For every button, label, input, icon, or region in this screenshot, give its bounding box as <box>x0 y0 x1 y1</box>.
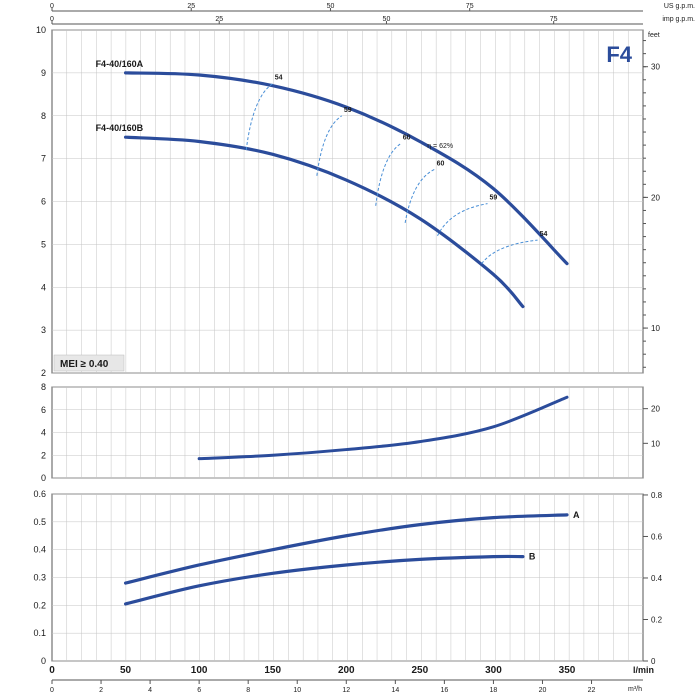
series-label-B: F4-40/160B <box>96 123 144 133</box>
power-hp-tick-label: 0.2 <box>651 615 663 624</box>
head-curve-A <box>123 71 569 266</box>
npsh-y-tick-label: 2 <box>41 450 46 460</box>
head-y-tick-label: 9 <box>41 68 46 78</box>
power-hp-tick-label: 0.6 <box>651 532 663 541</box>
power-hp-tick-label: 0.4 <box>651 574 663 583</box>
x-tick-label-m3h: 2 <box>99 687 103 694</box>
us-gpm-label: US g.p.m. <box>664 3 695 10</box>
x-tick-label-lmin: 350 <box>559 665 576 676</box>
power-y-tick-label: 0.3 <box>33 573 46 583</box>
x-tick-label-m3h: 0 <box>50 687 54 694</box>
imp-gpm-tick-label: 25 <box>215 16 223 23</box>
head-y-tick-label: 7 <box>41 154 46 164</box>
imp-gpm-tick-label: 75 <box>550 16 558 23</box>
head-y-tick-label: 6 <box>41 197 46 207</box>
power-y-tick-label: 0.6 <box>33 489 46 499</box>
efficiency-line <box>404 168 435 224</box>
us-gpm-tick-label: 50 <box>327 3 335 10</box>
power-label-B: B <box>529 552 536 562</box>
npsh-feet-tick-label: 10 <box>651 439 660 448</box>
npsh-y-tick-label: 6 <box>41 405 46 415</box>
imp-gpm-label: imp g.p.m. <box>662 16 695 23</box>
x-tick-label-m3h: 16 <box>440 687 448 694</box>
efficiency-label: 54 <box>540 231 548 238</box>
head-y-tick-label: 4 <box>41 282 46 292</box>
eta-label: η = 62% <box>427 143 453 150</box>
x-label-lmin: l/min <box>633 665 654 675</box>
feet-tick-label: 30 <box>651 63 660 72</box>
head-curve-B <box>123 135 525 309</box>
x-tick-label-lmin: 200 <box>338 665 355 676</box>
x-tick-label-lmin: 300 <box>485 665 502 676</box>
power-y-tick-label: 0.2 <box>33 600 46 610</box>
feet-unit-label: feet <box>648 32 660 39</box>
x-tick-label-m3h: 14 <box>391 687 399 694</box>
power-hp-tick-label: 0 <box>651 657 656 666</box>
efficiency-label: 60 <box>437 160 445 167</box>
imp-gpm-tick-label: 0 <box>50 16 54 23</box>
power-hp-tick-label: 0.8 <box>651 491 663 500</box>
power-y-tick-label: 0.4 <box>33 545 46 555</box>
x-tick-label-lmin: 250 <box>412 665 429 676</box>
efficiency-line <box>481 239 538 264</box>
x-tick-label-m3h: 8 <box>246 687 250 694</box>
npsh-y-tick-label: 0 <box>41 473 46 483</box>
mei-badge <box>53 354 125 372</box>
npsh-y-tick-label: 8 <box>41 382 46 392</box>
chart-title: F4 <box>606 42 632 67</box>
power-label-A: A <box>573 510 580 520</box>
x-tick-label-m3h: 22 <box>588 687 596 694</box>
feet-tick-label: 20 <box>651 193 660 202</box>
imp-gpm-tick-label: 50 <box>383 16 391 23</box>
efficiency-line <box>437 203 488 237</box>
x-tick-label-lmin: 0 <box>49 665 55 676</box>
head-y-tick-label: 2 <box>41 368 46 378</box>
power-curve-A <box>123 513 569 585</box>
efficiency-label: 59 <box>344 107 352 114</box>
x-tick-label-m3h: 4 <box>148 687 152 694</box>
efficiency-label: 60 <box>403 135 411 142</box>
power-y-tick-label: 0.1 <box>33 628 46 638</box>
head-y-tick-label: 8 <box>41 111 46 121</box>
us-gpm-tick-label: 25 <box>187 3 195 10</box>
x-label-m3h: m³/h <box>628 686 642 693</box>
head-y-tick-label: 5 <box>41 239 46 249</box>
efficiency-line <box>316 115 343 176</box>
power-curve-B <box>123 554 525 606</box>
efficiency-label: 54 <box>275 75 283 82</box>
npsh-feet-tick-label: 20 <box>651 405 660 414</box>
us-gpm-tick-label: 0 <box>50 3 54 10</box>
feet-tick-label: 10 <box>651 324 660 333</box>
npsh-curve <box>197 395 569 461</box>
x-tick-label-m3h: 18 <box>490 687 498 694</box>
mei-badge-text: MEI ≥ 0.40 <box>60 359 109 370</box>
head-y-tick-label: 10 <box>36 25 46 35</box>
head-y-tick-label: 3 <box>41 325 46 335</box>
x-tick-label-m3h: 6 <box>197 687 201 694</box>
efficiency-line <box>375 143 402 206</box>
x-tick-label-m3h: 20 <box>539 687 547 694</box>
x-tick-label-m3h: 12 <box>342 687 350 694</box>
power-y-tick-label: 0 <box>41 656 46 666</box>
efficiency-label: 59 <box>490 195 498 202</box>
x-tick-label-m3h: 10 <box>293 687 301 694</box>
x-tick-label-lmin: 150 <box>264 665 281 676</box>
x-tick-label-lmin: 50 <box>120 665 132 676</box>
npsh-y-tick-label: 4 <box>41 428 46 438</box>
power-y-tick-label: 0.5 <box>33 517 46 527</box>
us-gpm-tick-label: 75 <box>466 3 474 10</box>
series-label-A: F4-40/160A <box>96 59 144 69</box>
x-tick-label-lmin: 100 <box>191 665 208 676</box>
